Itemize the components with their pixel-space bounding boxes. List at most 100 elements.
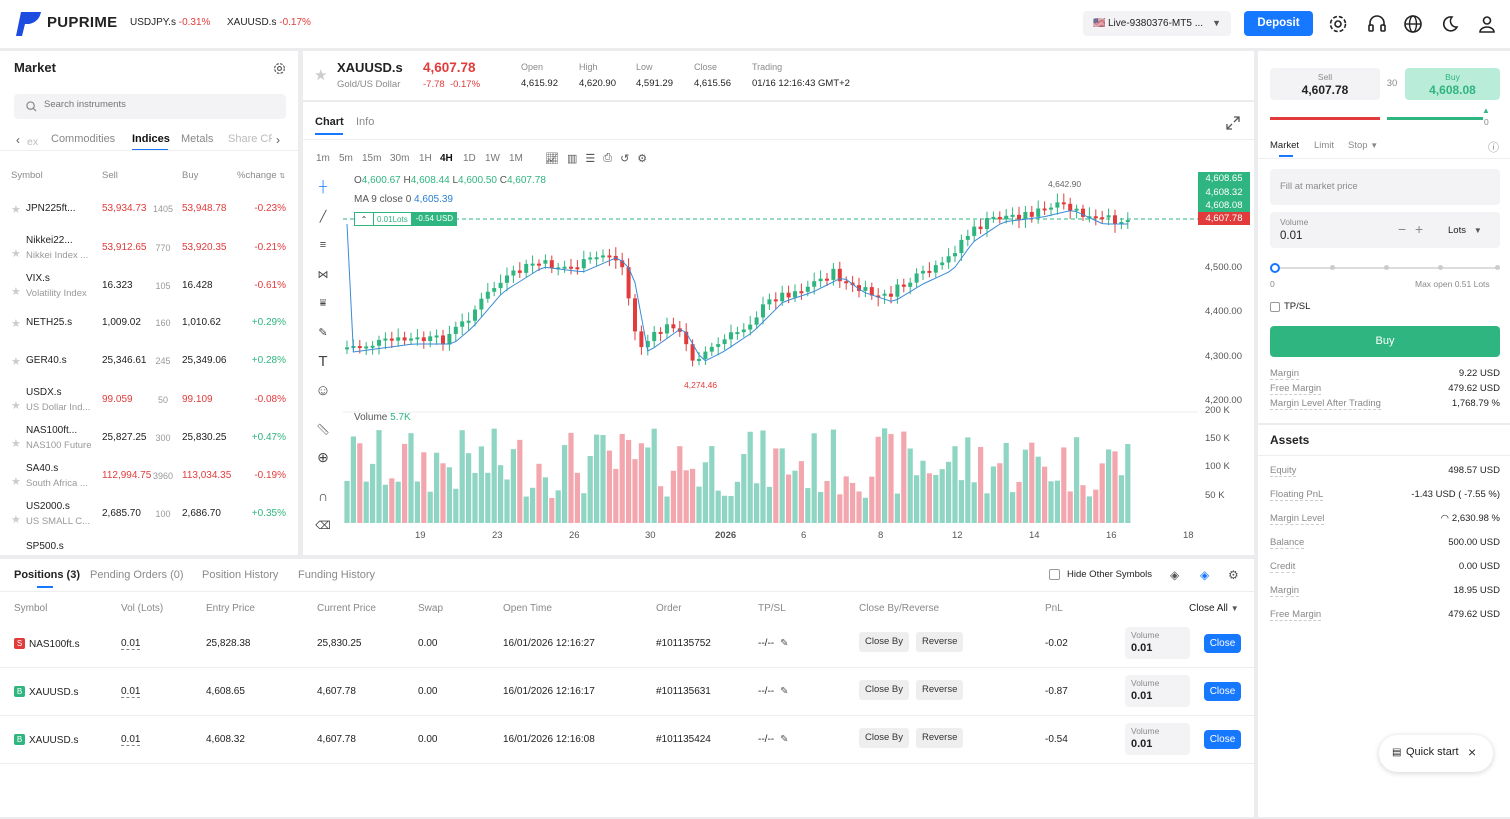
market-buy[interactable]: 99.109 <box>182 394 213 405</box>
position-volume[interactable]: 0.01 <box>121 734 141 746</box>
position-tag[interactable]: ⌃ 0.01Lots -0.54 USD <box>354 212 458 226</box>
favorite-star-icon[interactable]: ★ <box>11 248 21 260</box>
expand-icon[interactable] <box>1226 116 1240 130</box>
market-buy[interactable]: 53,948.78 <box>182 203 227 214</box>
quick-start-pill[interactable]: ▤ Quick start × <box>1379 735 1493 772</box>
close-by-button[interactable]: Close By <box>859 680 910 700</box>
market-buy[interactable]: 2,686.70 <box>182 508 221 519</box>
price-field[interactable]: Fill at market price <box>1270 169 1500 205</box>
favorite-star-icon[interactable]: ★ <box>11 438 21 450</box>
deposit-button[interactable]: Deposit <box>1244 11 1313 36</box>
sell-box[interactable]: Sell 4,607.78 <box>1270 68 1380 100</box>
layers-active-icon[interactable]: ◈ <box>1200 568 1210 582</box>
crosshair-icon[interactable]: ┼ <box>319 181 327 193</box>
favorite-star-icon[interactable]: ★ <box>11 286 21 298</box>
buy-box[interactable]: Buy 4,608.08 <box>1405 68 1500 100</box>
settings-icon[interactable]: ⚙ <box>1228 568 1239 582</box>
moon-icon[interactable] <box>1439 14 1459 34</box>
market-sell[interactable]: 16.323 <box>102 280 133 291</box>
tab-commodities[interactable]: Commodities <box>51 133 116 145</box>
market-buy[interactable]: 53,920.35 <box>182 242 227 253</box>
market-row[interactable]: ★ JPN225ft... 53,934.73 1405 53,948.78 -0.23% <box>0 191 296 229</box>
market-buy[interactable]: 25,830.25 <box>182 432 227 443</box>
pencil-icon[interactable]: ✎ <box>780 686 789 697</box>
horizontal-lines-icon[interactable]: ≡ <box>319 239 327 251</box>
close-volume-field[interactable]: Volume 0.01 <box>1125 627 1190 659</box>
lots-selector[interactable]: Lots ▼ <box>1448 225 1482 236</box>
close-position-button[interactable]: Close <box>1204 730 1241 749</box>
brush-icon[interactable]: ✎ <box>318 326 328 339</box>
globe-icon[interactable] <box>1403 14 1423 34</box>
position-symbol[interactable]: B XAUUSD.s <box>14 734 78 746</box>
search-box[interactable] <box>14 94 286 119</box>
info-icon[interactable]: ⓘ <box>1488 142 1499 154</box>
tab-indices[interactable]: Indices <box>132 133 170 145</box>
text-tool-icon[interactable]: T <box>318 352 328 370</box>
position-row[interactable]: B XAUUSD.s 0.01 4,608.32 4,607.78 0.00 16/01/2… <box>0 716 1254 764</box>
tabs-scroll-right-icon[interactable]: › <box>276 133 280 147</box>
eraser-icon[interactable]: ⌫ <box>315 519 331 532</box>
favorite-star-icon[interactable]: ★ <box>314 67 328 84</box>
close-position-button[interactable]: Close <box>1204 634 1241 653</box>
market-row[interactable]: ★ SA40.s South Africa ... 112,994.75 3960 113… <box>0 457 296 495</box>
market-sell[interactable]: 99.059 <box>102 394 133 405</box>
market-row[interactable]: ★ VIX.s Volatility Index 16.323 105 16.428 -0.… <box>0 267 296 305</box>
timeframe-5m[interactable]: 5m <box>339 153 353 164</box>
hide-other-checkbox[interactable] <box>1049 569 1060 580</box>
tab-pending-orders[interactable]: Pending Orders (0) <box>90 569 184 581</box>
close-volume-field[interactable]: Volume 0.01 <box>1125 723 1190 755</box>
position-tpsl[interactable]: --/-- ✎ <box>758 734 789 745</box>
position-tpsl[interactable]: --/-- ✎ <box>758 686 789 697</box>
pencil-icon[interactable]: ✎ <box>780 638 789 649</box>
position-volume[interactable]: 0.01 <box>121 686 141 698</box>
pencil-icon[interactable]: ✎ <box>780 734 789 745</box>
indicator-icon[interactable]: 📈︎ <box>545 153 559 165</box>
slider-thumb[interactable] <box>1270 263 1280 273</box>
tab-positions[interactable]: Positions (3) <box>14 569 81 581</box>
ticker-usdjpy[interactable]: USDJPY.s -0.31% <box>130 17 210 28</box>
tab-funding-history[interactable]: Funding History <box>298 569 376 581</box>
market-buy[interactable]: 16.428 <box>182 280 213 291</box>
close-icon[interactable]: × <box>1468 744 1477 760</box>
market-row[interactable]: ★ NETH25.s 1,009.02 160 1,010.62 +0.29% <box>0 305 296 343</box>
market-sell[interactable]: 25,346.61 <box>102 355 147 366</box>
position-symbol[interactable]: B XAUUSD.s <box>14 686 78 698</box>
camera-icon[interactable]: ⎙ <box>603 152 613 164</box>
close-volume-field[interactable]: Volume 0.01 <box>1125 675 1190 707</box>
trend-line-icon[interactable]: ╱ <box>319 210 327 223</box>
market-row[interactable]: ★ Nikkei22... Nikkei Index ... 53,912.65 770… <box>0 229 296 267</box>
ruler-icon[interactable]: 📏︎ <box>316 423 330 436</box>
reverse-button[interactable]: Reverse <box>916 680 964 700</box>
settings-icon[interactable]: ⚙ <box>637 153 648 165</box>
magnet-icon[interactable]: ∩ <box>317 488 329 504</box>
zoom-in-icon[interactable]: ⊕ <box>317 448 329 465</box>
market-buy[interactable]: 25,349.06 <box>182 355 227 366</box>
undo-icon[interactable]: ↺ <box>620 153 630 165</box>
close-all-dropdown[interactable]: Close All ▼ <box>1189 603 1239 614</box>
position-row[interactable]: S NAS100ft.s 0.01 25,828.38 25,830.25 0.00 16/… <box>0 620 1254 668</box>
gear-icon[interactable] <box>1328 14 1348 34</box>
market-row-partial[interactable]: SP500.s <box>26 541 64 552</box>
favorite-star-icon[interactable]: ★ <box>11 204 21 216</box>
timeframe-1D[interactable]: 1D <box>463 153 476 164</box>
market-row[interactable]: ★ GER40.s 25,346.61 245 25,349.06 +0.28% <box>0 343 296 381</box>
favorite-star-icon[interactable]: ★ <box>11 514 21 526</box>
volume-slider[interactable] <box>1270 263 1500 273</box>
tab-metals[interactable]: Metals <box>181 133 214 145</box>
market-sell[interactable]: 112,994.75 <box>102 470 152 481</box>
user-icon[interactable] <box>1477 14 1497 34</box>
market-buy[interactable]: 1,010.62 <box>182 317 221 328</box>
market-sell[interactable]: 53,912.65 <box>102 242 147 253</box>
headset-icon[interactable] <box>1367 14 1387 34</box>
timeframe-1W[interactable]: 1W <box>485 153 500 164</box>
tab-share-cfd[interactable]: Share CF <box>228 133 272 145</box>
account-selector[interactable]: 🇺🇸 Live-9380376-MT5 ... ▼ <box>1083 11 1231 36</box>
timeframe-1H[interactable]: 1H <box>419 153 432 164</box>
tab-position-history[interactable]: Position History <box>202 569 279 581</box>
plus-icon[interactable]: + <box>1415 221 1424 237</box>
list-icon[interactable]: ☰ <box>585 153 596 165</box>
market-buy[interactable]: 113,034.35 <box>182 470 232 481</box>
gear-icon[interactable] <box>273 62 286 75</box>
col-change[interactable]: %change ⇅ <box>237 170 285 181</box>
order-tab-stop[interactable]: Stop ▼ <box>1348 140 1378 151</box>
